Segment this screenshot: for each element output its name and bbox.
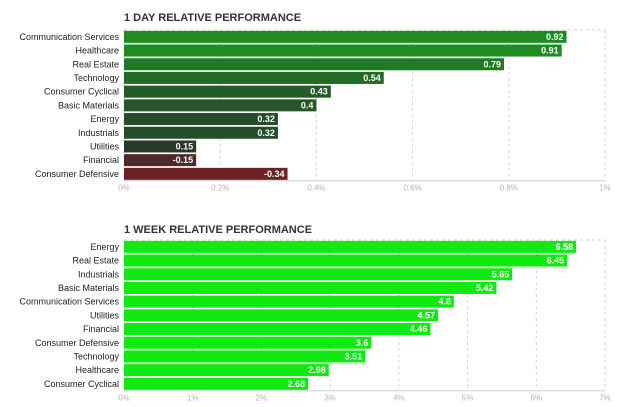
day-value-label: 0.4	[301, 100, 314, 110]
day-bar	[124, 44, 562, 57]
week-value-label: 4.46	[410, 324, 428, 334]
day-x-tick-label: 0.8%	[500, 184, 518, 193]
day-bar	[124, 140, 197, 153]
day-value-label: 0.79	[483, 59, 501, 69]
week-performance-chart: 0% 1% 2% 3% 4% 5% 6% 7% Energy 6.58 Real Estate 6.4…	[19, 239, 611, 403]
day-category-label: Industrials	[78, 128, 120, 138]
week-category-label: Communication Services	[19, 297, 119, 307]
week-category-label: Technology	[73, 351, 119, 361]
day-x-tick-label: 0.6%	[403, 184, 421, 193]
week-bar	[124, 281, 497, 294]
week-x-tick-label: 5%	[462, 394, 474, 403]
day-x-tick-label: 0%	[118, 184, 130, 193]
day-value-label: 0.15	[176, 141, 194, 151]
week-value-label: 5.65	[492, 269, 510, 279]
week-value-label: 6.45	[547, 256, 565, 266]
week-x-tick-label: 0%	[118, 394, 130, 403]
day-bar	[124, 99, 317, 112]
day-value-label: 0.91	[541, 46, 559, 56]
week-value-label: 3.51	[345, 351, 363, 361]
week-bar	[124, 336, 372, 349]
chart-title-week: 1 WEEK RELATIVE PERFORMANCE	[124, 224, 312, 236]
week-bar	[124, 350, 366, 363]
week-value-label: 4.57	[417, 310, 435, 320]
week-bar	[124, 377, 309, 390]
day-bar	[124, 71, 384, 84]
day-value-label: 0.43	[310, 87, 328, 97]
day-bar	[124, 58, 504, 71]
week-bar	[124, 268, 513, 281]
week-bar	[124, 309, 439, 322]
day-value-label: 0.92	[546, 32, 564, 42]
day-value-label: 0.32	[257, 114, 275, 124]
week-x-tick-label: 2%	[256, 394, 268, 403]
chart-title-day: 1 DAY RELATIVE PERFORMANCE	[124, 12, 301, 24]
day-category-label: Consumer Defensive	[35, 169, 119, 179]
day-category-label: Utilities	[90, 141, 120, 151]
week-value-label: 2.68	[288, 379, 306, 389]
week-bar	[124, 364, 329, 377]
week-category-label: Energy	[90, 242, 119, 252]
week-value-label: 2.98	[308, 365, 326, 375]
day-category-label: Consumer Cyclical	[44, 87, 119, 97]
week-bar	[124, 295, 454, 308]
week-x-tick-label: 1%	[187, 394, 199, 403]
day-value-label: 0.54	[363, 73, 381, 83]
day-category-label: Real Estate	[72, 59, 119, 69]
week-value-label: 3.6	[356, 338, 369, 348]
week-category-label: Consumer Defensive	[35, 338, 119, 348]
day-category-label: Healthcare	[75, 46, 119, 56]
week-x-tick-label: 7%	[599, 394, 611, 403]
day-bar	[124, 113, 278, 126]
week-category-label: Consumer Cyclical	[44, 379, 119, 389]
week-value-label: 5.42	[476, 283, 494, 293]
day-category-label: Technology	[73, 73, 119, 83]
day-value-label: 0.32	[257, 128, 275, 138]
week-category-label: Financial	[83, 324, 119, 334]
week-x-tick-label: 4%	[393, 394, 405, 403]
week-bar	[124, 240, 577, 253]
day-category-label: Communication Services	[19, 32, 119, 42]
day-bar	[124, 126, 278, 139]
day-value-label: -0.34	[264, 169, 285, 179]
day-category-label: Financial	[83, 155, 119, 165]
week-category-label: Real Estate	[72, 256, 119, 266]
week-value-label: 4.8	[438, 297, 451, 307]
day-bar	[124, 30, 567, 43]
day-category-label: Energy	[90, 114, 119, 124]
week-x-tick-label: 3%	[324, 394, 336, 403]
week-category-label: Utilities	[90, 310, 120, 320]
day-bar	[124, 167, 288, 180]
week-category-label: Industrials	[78, 269, 120, 279]
week-x-tick-label: 6%	[531, 394, 543, 403]
day-value-label: -0.15	[173, 155, 194, 165]
day-bar	[124, 85, 331, 98]
week-category-label: Basic Materials	[58, 283, 120, 293]
week-category-label: Healthcare	[75, 365, 119, 375]
day-bar	[124, 154, 197, 167]
week-value-label: 6.58	[556, 242, 574, 252]
week-bar	[124, 254, 568, 267]
day-category-label: Basic Materials	[58, 100, 120, 110]
day-performance-chart: 0% 0.2% 0.4% 0.6% 0.8% 1% Communication Servic…	[19, 29, 611, 193]
week-bar	[124, 323, 431, 336]
day-x-tick-label: 0.4%	[307, 184, 325, 193]
day-x-tick-label: 0.2%	[211, 184, 229, 193]
day-x-tick-label: 1%	[599, 184, 611, 193]
